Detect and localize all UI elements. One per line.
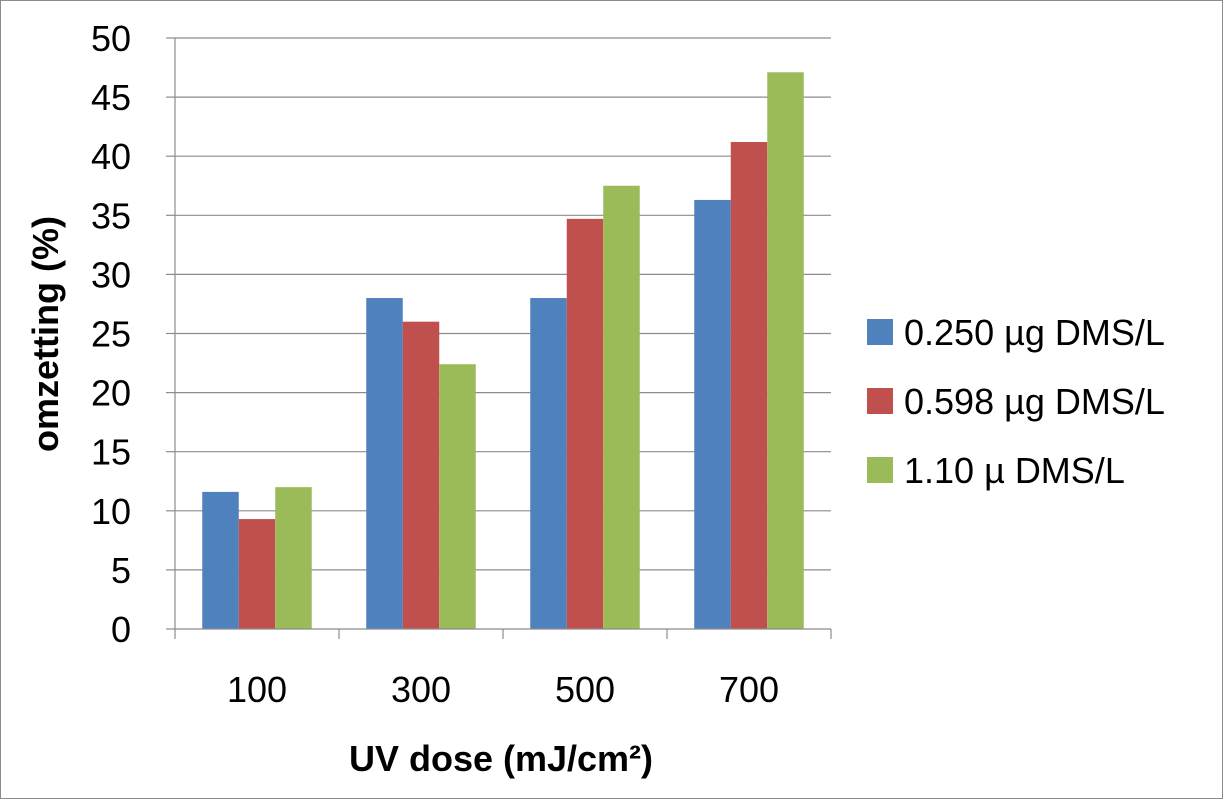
bar-700-series-1 — [694, 199, 731, 629]
y-tick-label: 40 — [91, 136, 131, 177]
bar-300-series-1 — [366, 298, 403, 629]
x-tick-label: 700 — [719, 669, 779, 710]
legend-label-series-2: 0.598 µg DMS/L — [904, 381, 1165, 422]
axes — [174, 38, 832, 639]
bars — [202, 72, 804, 630]
y-axis-title: omzetting (%) — [25, 216, 66, 452]
y-tick-labels: 0 5 10 15 20 25 30 35 40 45 50 — [91, 18, 131, 650]
x-tick-label: 500 — [555, 669, 615, 710]
bar-100-series-2 — [238, 519, 276, 629]
legend-swatch-series-1 — [867, 319, 893, 345]
x-tick-label: 300 — [391, 669, 451, 710]
y-tick-label: 15 — [91, 432, 131, 473]
legend-label-series-3: 1.10 µ DMS/L — [904, 450, 1125, 491]
y-tick-label: 0 — [111, 609, 131, 650]
bar-500-series-2 — [566, 218, 604, 629]
y-tick-label: 20 — [91, 373, 131, 414]
bar-500-series-3 — [603, 185, 640, 629]
x-tick-label: 100 — [227, 669, 287, 710]
x-axis-title: UV dose (mJ/cm²) — [349, 738, 653, 779]
y-tick-label: 50 — [91, 18, 131, 59]
bar-700-series-3 — [767, 72, 804, 629]
bar-500-series-1 — [530, 298, 567, 629]
y-tick-label: 45 — [91, 77, 131, 118]
legend: 0.250 µg DMS/L 0.598 µg DMS/L 1.10 µ DMS/L — [867, 312, 1165, 491]
bar-300-series-3 — [439, 364, 476, 629]
bar-100-series-3 — [275, 487, 312, 629]
legend-swatch-series-2 — [867, 388, 893, 414]
bar-700-series-2 — [730, 142, 768, 630]
y-tick-label: 5 — [111, 550, 131, 591]
y-tick-label: 25 — [91, 314, 131, 355]
legend-label-series-1: 0.250 µg DMS/L — [904, 312, 1165, 353]
y-tick-label: 30 — [91, 254, 131, 295]
y-tick-label: 35 — [91, 195, 131, 236]
x-tick-labels: 100 300 500 700 — [227, 669, 779, 710]
y-tick-label: 10 — [91, 491, 131, 532]
legend-swatch-series-3 — [867, 457, 893, 483]
bar-300-series-2 — [402, 321, 440, 629]
bar-100-series-1 — [202, 491, 239, 629]
